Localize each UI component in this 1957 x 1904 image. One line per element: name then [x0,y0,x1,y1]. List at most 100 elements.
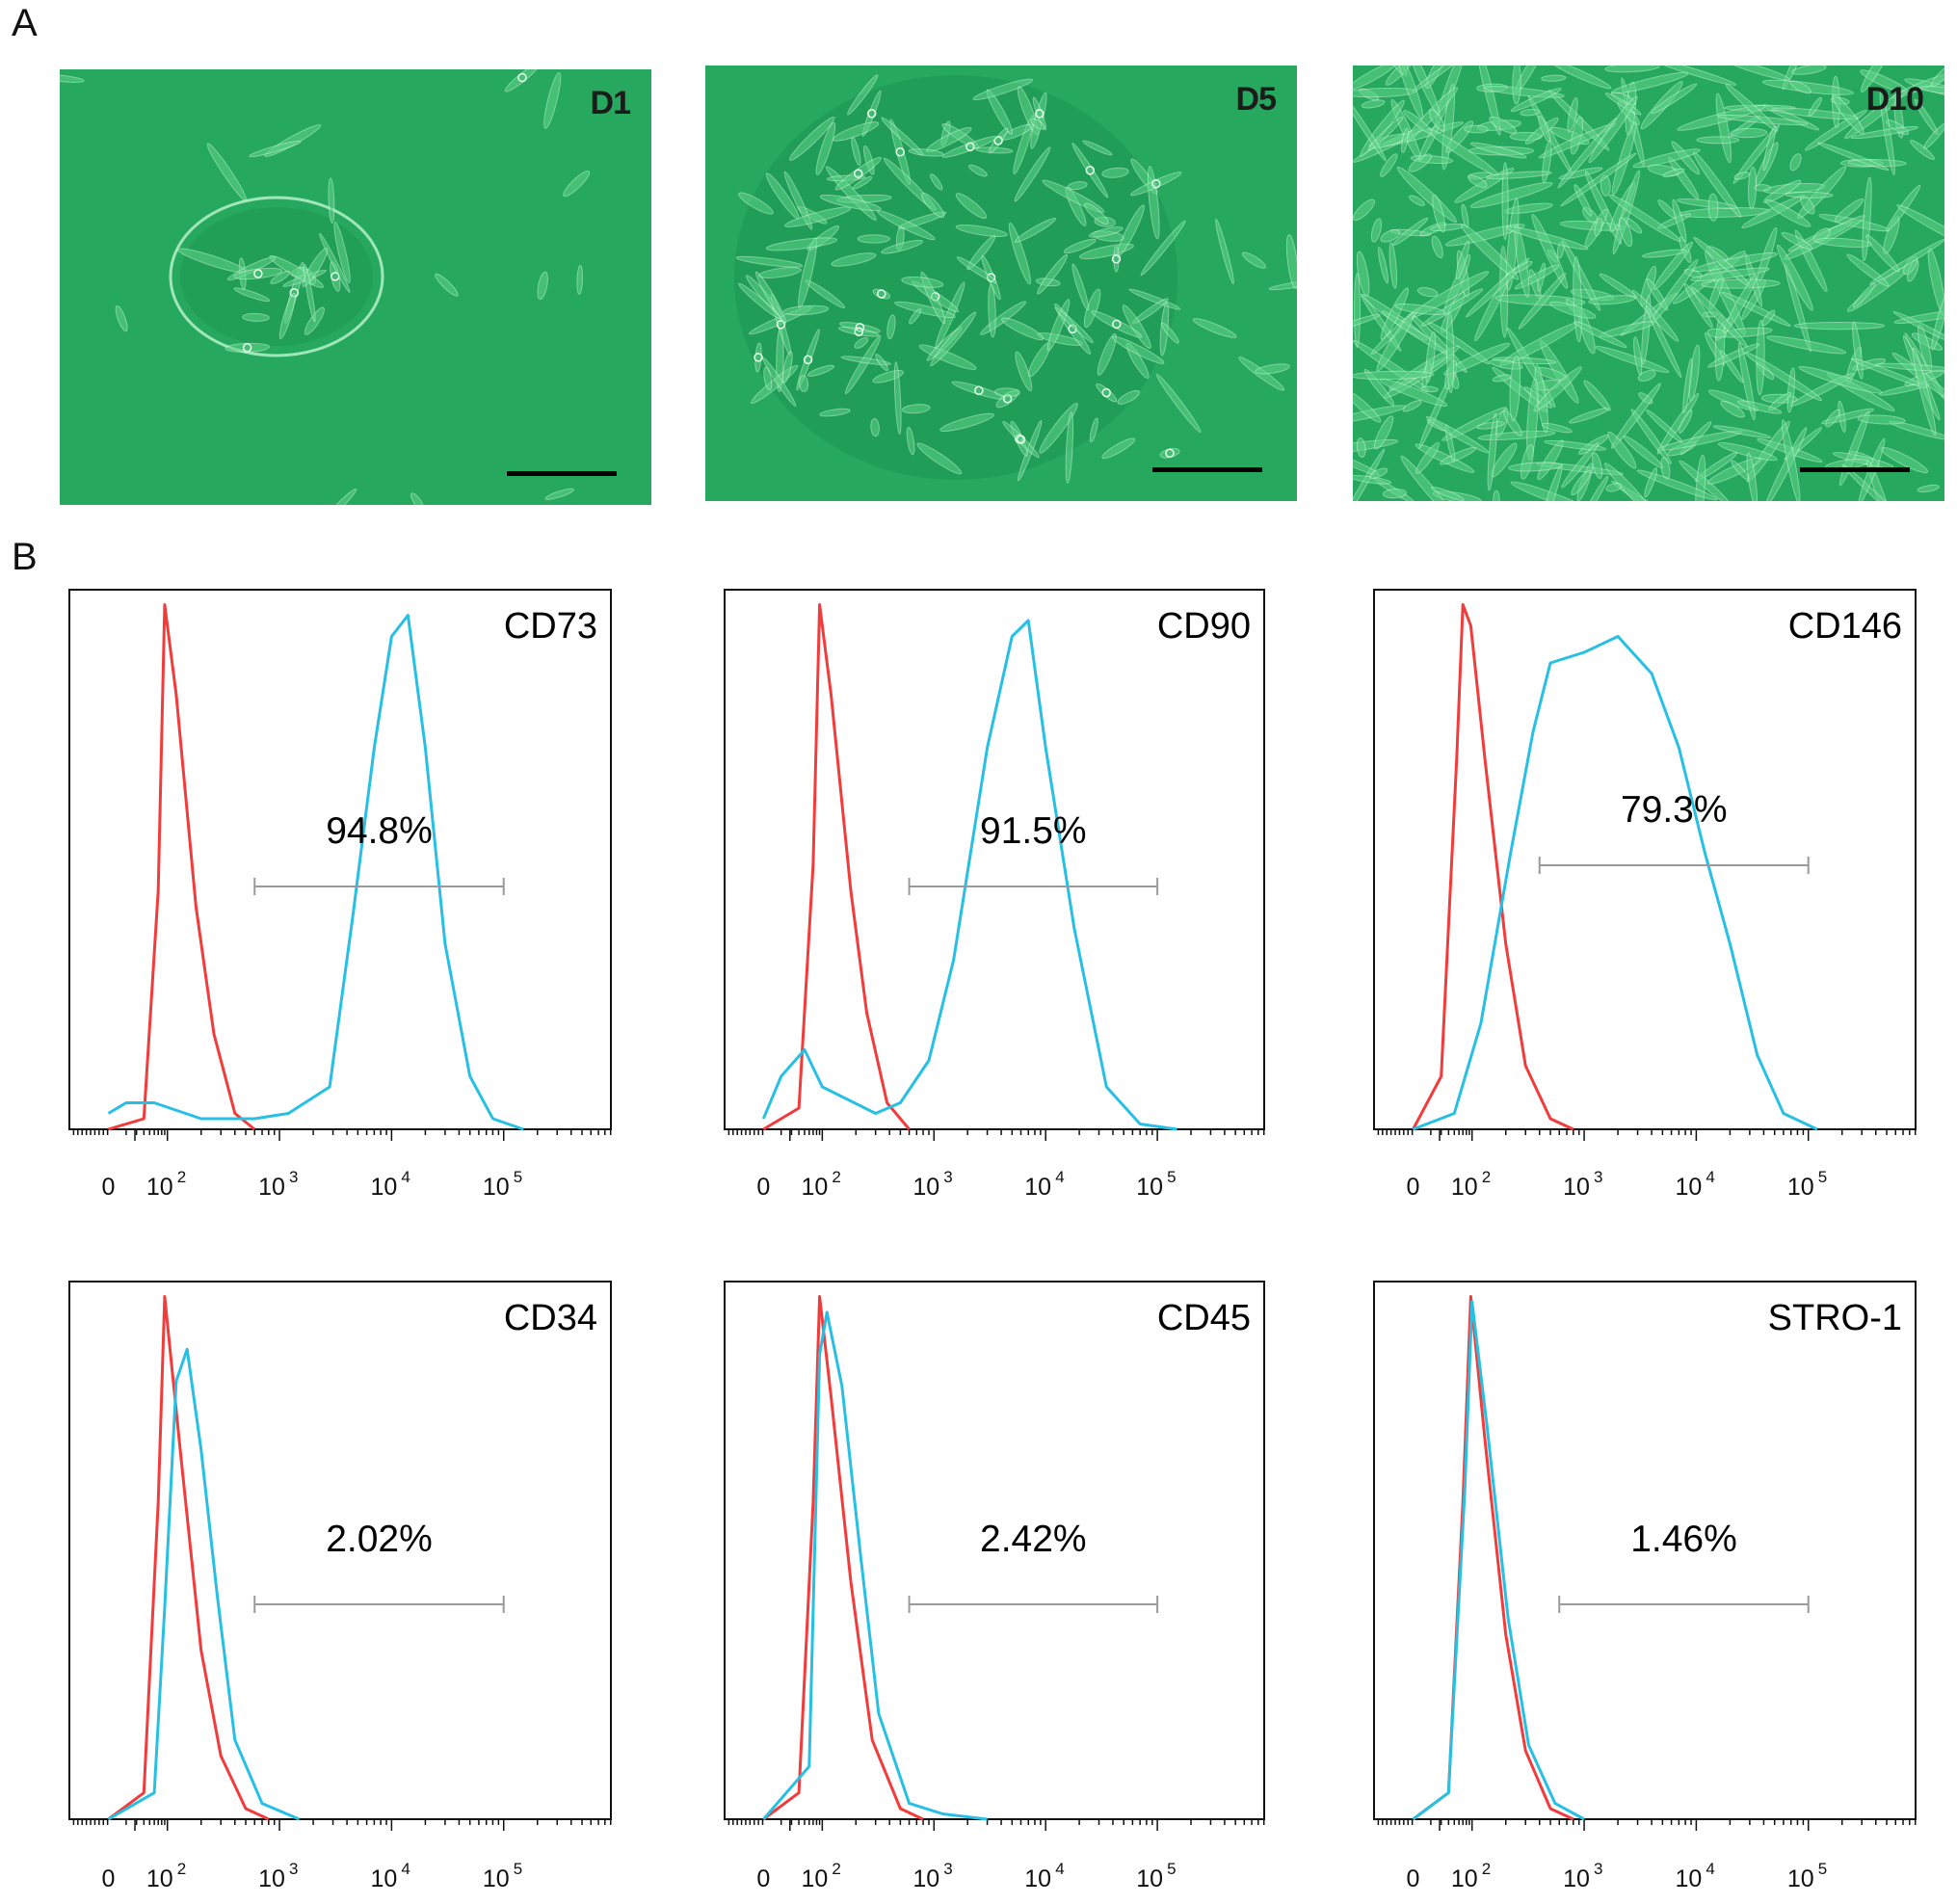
x-tick-label: 10 [1563,1865,1590,1892]
x-axis-ticks [72,1819,612,1831]
isotype-control-curve [108,603,256,1131]
gate-percent-label: 2.42% [980,1519,1087,1560]
x-tick-exponent: 5 [514,1168,522,1186]
x-tick-label: 10 [146,1174,173,1201]
scale-bar [1800,467,1910,472]
x-tick-label: 10 [1787,1174,1814,1201]
gate-bar [908,1596,1159,1613]
gate-bar [1558,1596,1810,1613]
x-tick-label: 10 [258,1865,285,1892]
isotype-control-curve [1412,603,1574,1131]
x-tick-label: 10 [1787,1865,1814,1892]
gate-percent-label: 91.5% [980,810,1087,852]
isotype-control-curve [762,603,911,1131]
x-tick-label: 10 [1136,1174,1163,1201]
x-tick-label: 10 [483,1865,510,1892]
x-tick-exponent: 2 [832,1860,840,1878]
x-tick-exponent: 5 [1818,1168,1827,1186]
isotype-control-curve [762,1295,924,1821]
x-tick-exponent: 2 [832,1168,840,1186]
gate-bar [908,878,1159,895]
x-tick-label: 10 [1024,1174,1051,1201]
x-tick-label: 0 [102,1865,116,1892]
histogram-cd146: 0 10 2 10 3 10 4 10 579.3%CD146 [1373,589,1917,1201]
marker-curve [1412,635,1818,1131]
gate-bar [253,1596,505,1613]
histogram-cd73: 0 10 2 10 3 10 4 10 594.8%CD73 [68,589,612,1201]
x-tick-exponent: 3 [289,1168,298,1186]
micrograph-day-label: D10 [1865,81,1924,118]
x-tick-exponent: 4 [1055,1168,1064,1186]
x-tick-exponent: 5 [1818,1860,1827,1878]
x-tick-exponent: 4 [1706,1168,1714,1186]
micrograph-day-label: D1 [590,85,631,121]
x-tick-exponent: 3 [943,1860,952,1878]
histogram-cd34: 0 10 2 10 3 10 4 10 52.02%CD34 [68,1281,612,1892]
gate-percent-label: 79.3% [1621,789,1728,831]
marker-curve [762,1310,988,1821]
x-tick-exponent: 3 [1594,1860,1602,1878]
plot-frame [724,1281,1265,1820]
x-axis-ticks [727,1129,1265,1141]
x-tick-exponent: 5 [1167,1860,1176,1878]
x-tick-label: 10 [483,1174,510,1201]
x-tick-label: 10 [1136,1865,1163,1892]
x-tick-exponent: 3 [943,1168,952,1186]
marker-curve [107,614,524,1131]
micrograph-d5-image [705,66,1297,501]
x-axis-ticks [72,1129,612,1141]
x-axis-ticks [727,1819,1265,1831]
gate-percent-label: 94.8% [326,810,433,852]
x-tick-label: 10 [258,1174,285,1201]
x-tick-label: 0 [1407,1865,1420,1892]
x-tick-label: 10 [1451,1865,1478,1892]
x-tick-label: 10 [146,1865,173,1892]
x-tick-label: 10 [912,1865,939,1892]
marker-curve [1412,1300,1585,1821]
marker-label: STRO-1 [1768,1298,1902,1338]
marker-label: CD146 [1788,606,1902,647]
panel-b-letter: B [12,536,38,578]
scale-bar [507,471,617,476]
marker-label: CD45 [1157,1298,1251,1338]
x-tick-exponent: 2 [1482,1168,1491,1186]
x-tick-exponent: 5 [1167,1168,1176,1186]
x-tick-exponent: 2 [1482,1860,1491,1878]
marker-curve [107,1347,301,1821]
gate-bar [1538,857,1810,874]
x-tick-exponent: 4 [1706,1860,1714,1878]
x-tick-label: 10 [1024,1865,1051,1892]
x-tick-label: 0 [1407,1174,1420,1201]
x-tick-exponent: 4 [401,1168,410,1186]
isotype-control-curve [107,1295,270,1821]
x-tick-label: 10 [801,1865,828,1892]
histogram-cd90: 0 10 2 10 3 10 4 10 591.5%CD90 [724,589,1265,1201]
micrograph-d10: D10 [1353,66,1944,501]
x-tick-label: 10 [1451,1174,1478,1201]
x-tick-label: 10 [1675,1174,1702,1201]
marker-label: CD34 [504,1298,597,1338]
marker-label: CD90 [1157,606,1251,647]
gate-percent-label: 1.46% [1630,1519,1737,1560]
micrograph-d10-image [1353,66,1944,501]
x-tick-label: 10 [801,1174,828,1201]
panel-a-letter: A [12,2,38,44]
isotype-control-curve [1412,1295,1574,1821]
x-tick-label: 0 [756,1865,770,1892]
x-tick-label: 10 [1675,1865,1702,1892]
x-tick-label: 10 [912,1174,939,1201]
histogram-stro-1: 0 10 2 10 3 10 4 10 51.46%STRO-1 [1373,1281,1917,1892]
x-tick-label: 10 [1563,1174,1590,1201]
micrograph-day-label: D5 [1235,81,1277,118]
micrograph-d1: D1 [60,69,651,505]
histogram-cd45: 0 10 2 10 3 10 4 10 52.42%CD45 [724,1281,1265,1892]
plot-frame [1373,589,1917,1130]
x-tick-label: 10 [370,1174,397,1201]
plot-frame [724,589,1265,1130]
x-tick-exponent: 2 [177,1168,186,1186]
gate-bar [253,878,505,895]
x-tick-exponent: 5 [514,1860,522,1878]
scale-bar [1152,467,1262,472]
plot-frame [1373,1281,1917,1820]
